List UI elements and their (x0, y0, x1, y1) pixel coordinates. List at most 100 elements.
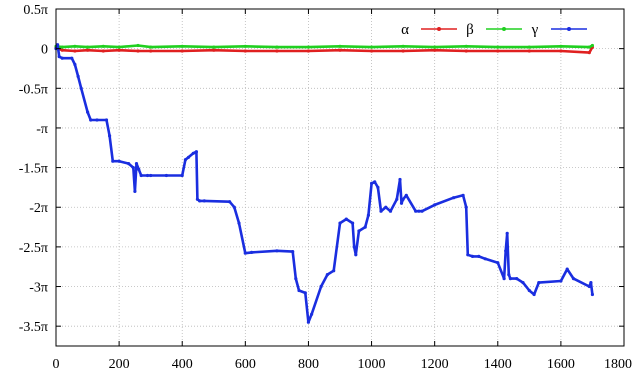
data-point (111, 159, 115, 163)
y-tick-label: -π (36, 122, 48, 137)
data-point (191, 151, 195, 155)
data-point (73, 44, 77, 48)
x-tick-label: 0 (53, 357, 60, 372)
data-point (108, 134, 112, 138)
x-tick-label: 1200 (421, 357, 449, 372)
data-point (521, 281, 525, 285)
x-tick-label: 800 (298, 357, 319, 372)
x-tick-label: 1400 (484, 357, 512, 372)
y-tick-label: -1.5π (19, 162, 48, 177)
data-point (57, 55, 61, 59)
data-point (250, 250, 254, 254)
data-point (401, 44, 405, 48)
data-point (180, 44, 184, 48)
data-point (56, 43, 60, 47)
data-point (303, 291, 307, 295)
data-point (186, 155, 191, 159)
data-point (571, 277, 576, 281)
data-point (60, 48, 64, 52)
data-point (590, 43, 595, 48)
data-point (496, 261, 500, 265)
data-point (60, 56, 64, 60)
data-point (398, 177, 402, 182)
data-point (401, 197, 405, 201)
data-point (433, 48, 437, 52)
data-point (357, 229, 361, 233)
data-point (133, 189, 137, 193)
y-tick-label: -0.5π (19, 82, 48, 97)
data-point (338, 221, 342, 225)
data-point (496, 49, 500, 53)
data-point (527, 288, 531, 293)
legend-marker (437, 27, 441, 31)
data-point (401, 49, 405, 53)
y-axis: 0.5π 0 -0.5π -π -1.5π -2π -2.5π -3π -3.5π (19, 3, 624, 335)
data-point (420, 209, 424, 213)
data-point (86, 48, 90, 52)
data-point (399, 201, 404, 205)
data-point (86, 110, 90, 114)
data-point (306, 45, 310, 49)
legend-label: γ (531, 22, 539, 38)
data-point (507, 273, 511, 277)
data-point (351, 221, 355, 225)
data-point (139, 173, 143, 178)
y-tick-label: 0.5π (23, 3, 48, 18)
data-point (527, 45, 531, 49)
data-point (589, 281, 593, 285)
series-beta (54, 43, 595, 49)
data-point (70, 56, 74, 60)
series-layer (54, 43, 595, 324)
x-tick-label: 1800 (604, 357, 632, 372)
data-point (212, 45, 216, 49)
series-line (54, 43, 594, 324)
data-point (164, 173, 168, 178)
grid (55, 8, 625, 346)
data-point (508, 277, 512, 281)
data-point (198, 199, 202, 203)
data-point (379, 209, 383, 213)
data-point (79, 86, 83, 90)
data-point (433, 45, 437, 49)
data-point (452, 196, 456, 200)
data-point (590, 292, 595, 297)
data-point (587, 45, 591, 49)
y-tick-label: -2.5π (19, 241, 48, 256)
data-point (502, 277, 506, 281)
legend-label: α (401, 22, 409, 38)
data-point (202, 199, 206, 203)
data-point (477, 254, 481, 258)
data-point (137, 167, 141, 171)
data-point (243, 251, 247, 255)
data-point (145, 173, 150, 178)
data-point (559, 49, 563, 53)
data-point (504, 249, 508, 253)
data-point (466, 253, 470, 257)
legend-label: β (466, 22, 474, 38)
data-point (73, 49, 77, 53)
data-point (194, 150, 198, 154)
data-point (470, 254, 475, 258)
data-point (483, 257, 487, 261)
data-point (149, 49, 153, 53)
data-point (464, 49, 468, 53)
data-point (395, 197, 399, 201)
data-point (183, 158, 187, 162)
x-tick-label: 1600 (547, 357, 575, 372)
y-tick-label: 0 (41, 43, 48, 58)
data-point (117, 159, 121, 163)
data-point (515, 277, 519, 281)
data-point (370, 49, 374, 53)
data-point (344, 217, 348, 221)
data-point (373, 180, 377, 184)
data-point (134, 162, 139, 166)
data-point (101, 44, 105, 48)
data-point (388, 209, 393, 213)
data-point (117, 48, 121, 52)
data-point (338, 44, 342, 48)
data-point (363, 225, 367, 229)
data-point (587, 284, 591, 289)
data-point (127, 162, 131, 166)
data-point (433, 203, 437, 207)
data-point (237, 221, 241, 225)
